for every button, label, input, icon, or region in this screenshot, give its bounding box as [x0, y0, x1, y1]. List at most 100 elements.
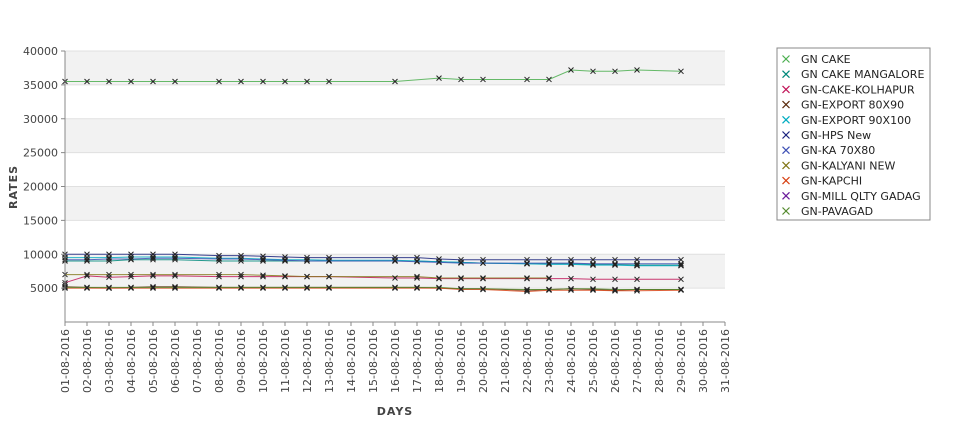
data-point-stroke [524, 76, 530, 83]
data-point-stroke [304, 258, 310, 264]
data-point-stroke [238, 273, 244, 280]
data-point [414, 254, 420, 261]
data-point [216, 271, 222, 278]
data-point [84, 256, 90, 263]
legend-item: GN-KA 70X80 [782, 144, 875, 157]
data-point [172, 251, 178, 258]
data-point [590, 287, 596, 294]
grid-band [65, 118, 725, 153]
data-point [326, 78, 332, 85]
data-point-stroke [238, 78, 244, 85]
legend-label: GN CAKE [801, 53, 851, 66]
data-point-stroke [238, 271, 244, 278]
data-point-stroke [590, 287, 596, 294]
legend-label: GN-EXPORT 90X100 [801, 114, 911, 127]
data-point [678, 262, 684, 269]
data-point [678, 260, 684, 267]
data-point [392, 284, 398, 291]
x-tick-label: 19-08-2016 [455, 329, 468, 393]
data-point-stroke [414, 273, 420, 280]
data-point-stroke [304, 256, 310, 263]
grid-band [65, 186, 725, 221]
legend-item: GN CAKE [782, 53, 851, 66]
data-point [150, 273, 156, 279]
data-point-stroke [568, 67, 574, 73]
x-axis-ticks: 01-08-2016 02-08-2016 03-08-2016 04-08-2016… [59, 322, 732, 393]
data-point-stroke [590, 285, 596, 292]
data-point-stroke [128, 78, 134, 85]
data-point-stroke [238, 256, 244, 262]
legend-label: GN-KAPCHI [801, 175, 862, 188]
data-point [634, 286, 640, 293]
data-point [84, 271, 90, 278]
legend-box [776, 47, 931, 221]
data-point-stroke [634, 287, 640, 294]
data-point [304, 258, 310, 264]
data-point-stroke [392, 284, 398, 291]
data-point [106, 284, 112, 291]
grid-bands [65, 51, 725, 289]
data-point-stroke [150, 251, 156, 258]
data-point [590, 276, 596, 283]
x-tick-label: 29-08-2016 [675, 329, 688, 393]
data-point-stroke [546, 76, 552, 83]
legend-marker [782, 100, 790, 109]
data-point-stroke [612, 286, 618, 293]
data-point-stroke [524, 288, 530, 295]
data-point-stroke [634, 256, 640, 263]
data-point-stroke [590, 68, 596, 75]
data-point-stroke [150, 273, 156, 279]
legend-label: GN-HPS New [801, 129, 871, 142]
data-point [84, 78, 90, 85]
data-point [414, 258, 420, 265]
data-point [480, 275, 486, 281]
legend-item: GN-EXPORT 90X100 [782, 114, 911, 127]
data-point-stroke [590, 262, 596, 268]
data-point-stroke [84, 78, 90, 85]
data-point-stroke [634, 286, 640, 293]
data-point [304, 256, 310, 263]
x-tick-label: 31-08-2016 [719, 329, 732, 393]
data-point-stroke [458, 275, 464, 281]
data-point-stroke [282, 273, 288, 279]
data-point [634, 260, 640, 267]
data-point [106, 256, 112, 262]
data-point-stroke [172, 255, 178, 262]
data-point [392, 275, 398, 281]
data-point [260, 78, 266, 85]
data-point [172, 284, 178, 291]
data-point-stroke [414, 258, 420, 265]
data-point [414, 275, 420, 281]
data-point-stroke [546, 275, 552, 281]
data-point [634, 276, 640, 283]
x-tick-label: 20-08-2016 [477, 329, 490, 393]
x-tick-label: 05-08-2016 [147, 329, 160, 393]
data-point [260, 272, 266, 279]
y-tick-label: 25000 [23, 147, 58, 160]
data-point [326, 258, 332, 264]
legend-item: GN-CAKE-KOLHAPUR [782, 83, 915, 96]
data-point-stroke [150, 78, 156, 85]
data-point-stroke [546, 260, 552, 266]
data-point-stroke [414, 254, 420, 261]
data-point [238, 284, 244, 291]
data-point [634, 287, 640, 294]
legend-marker [782, 70, 790, 79]
data-point [128, 251, 134, 258]
series-line [65, 257, 681, 265]
data-point-stroke [612, 287, 618, 294]
data-point [282, 273, 288, 279]
data-point-stroke [568, 287, 574, 294]
data-point-stroke [612, 262, 618, 268]
data-point [106, 251, 112, 258]
data-point [392, 78, 398, 85]
legend-marker [782, 131, 790, 139]
data-point-stroke [612, 68, 618, 75]
data-point [590, 285, 596, 292]
data-point [150, 271, 156, 278]
data-point [150, 251, 156, 258]
data-point [172, 273, 178, 279]
series-lines [64, 69, 682, 293]
data-point-stroke [612, 256, 618, 263]
data-point [524, 286, 530, 293]
